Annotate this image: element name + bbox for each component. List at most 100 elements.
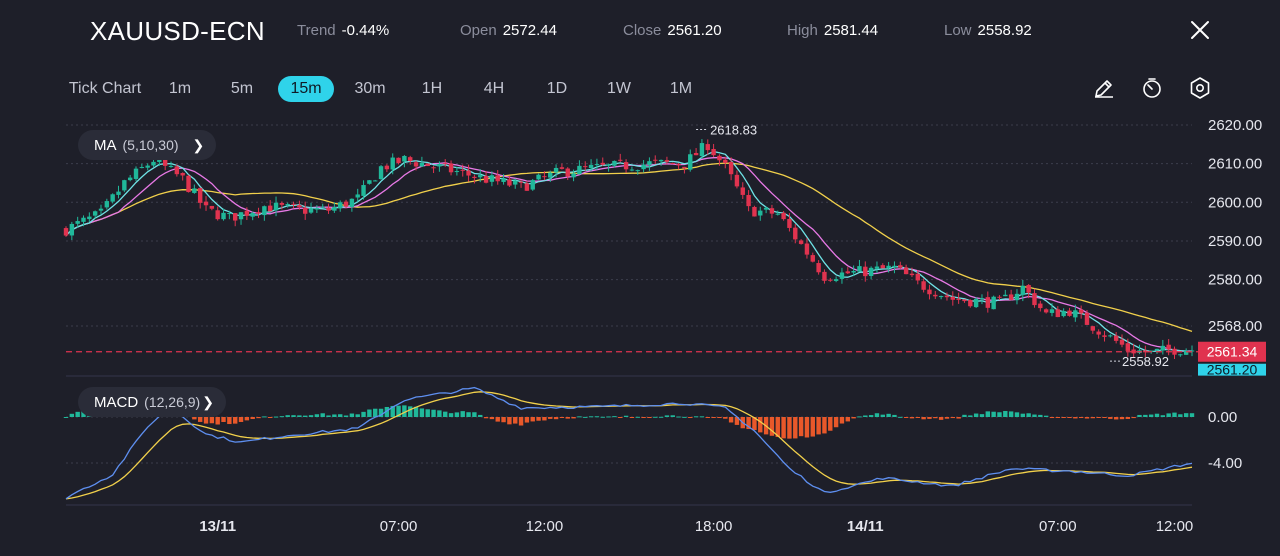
candle-body [98,208,104,211]
macd-histogram-bar [1043,415,1049,417]
macd-histogram-bar [798,417,804,437]
candle-body [367,180,372,184]
macd-histogram-bar [1183,413,1189,417]
candle-body [816,263,821,273]
candle-body [209,205,215,209]
candle-body [828,279,833,281]
tf-1h[interactable]: 1H [421,80,443,97]
macd-histogram-bar [478,414,483,417]
candle-body [682,166,687,169]
candle-body [968,300,973,307]
macd-histogram-bar [851,417,856,419]
candle-body [1113,335,1119,341]
chart-grid [66,124,1192,506]
settings-button[interactable] [1188,76,1212,100]
time-tick-label: 12:00 [1156,518,1194,535]
macd-histogram-bar [577,416,582,418]
macd-histogram-bar [623,415,629,417]
macd-histogram-bar [664,415,670,417]
macd-histogram-bar [1154,413,1160,417]
macd-histogram-bar [653,416,658,418]
macd-histogram-bar [822,417,827,434]
macd-histogram-bar [197,417,203,422]
tf-tick-chart[interactable]: Tick Chart [68,80,142,97]
macd-histogram-bar [1166,413,1171,417]
macd-histogram-bar [734,417,740,425]
macd-histogram-bar [921,417,926,420]
symbol-title: XAUUSD-ECN [90,16,265,46]
chart-header: XAUUSD-ECN Trend -0.44% Open 2572.44 Close… [0,0,1280,62]
candle-body [69,223,75,236]
candle-body [851,270,856,273]
tf-1d[interactable]: 1D [546,80,568,97]
price-tick-label: 2590.00 [1208,233,1262,250]
candle-body [501,178,506,182]
close-icon [1191,21,1209,39]
candle-body [1178,354,1183,356]
macd-histogram-bar [454,412,460,417]
tf-1m-month[interactable]: 1M [669,80,693,97]
macd-histogram-bar [425,409,430,417]
candle-body [314,208,320,210]
tf-1w[interactable]: 1W [607,80,631,97]
macd-histogram-bar [1119,417,1125,420]
candle-body [915,273,920,281]
ma-indicator-pill[interactable]: MA (5,10,30) ❯ [78,130,217,160]
price-tick-label: 2580.00 [1208,272,1262,289]
macd-histogram-bar [583,416,588,418]
macd-histogram-bar [781,417,786,439]
macd-histogram-bar [688,417,693,418]
macd-indicator-pill[interactable]: MACD (12,26,9) ❯ [78,387,226,417]
candle-body [448,163,454,173]
candle-body [1026,285,1031,293]
macd-histogram-bar [256,417,261,419]
candle-body [244,210,250,216]
candle-body [1166,344,1171,350]
candle-body [985,297,991,308]
candle-body [997,296,1002,298]
candle-body [273,202,279,211]
candle-body [1038,303,1043,309]
macd-histogram-bar [1078,417,1084,418]
candle-body [75,221,80,224]
candle-body [308,208,314,213]
draw-tool-button[interactable] [1092,76,1116,100]
candle-body [909,273,915,276]
macd-histogram-bar [378,408,384,417]
tf-1m[interactable]: 1m [168,80,192,97]
candle-body [857,266,862,272]
candle-body [863,266,868,277]
candle-body [647,161,652,165]
macd-histogram-bar [874,413,880,417]
candle-body [203,201,209,206]
candle-body [478,175,483,178]
macd-histogram-bar [723,417,728,419]
price-tick-label: 2600.00 [1208,194,1262,211]
macd-histogram-bar [950,417,955,419]
timer-button[interactable] [1140,76,1164,100]
tf-4h[interactable]: 4H [483,80,505,97]
macd-histogram-bar [536,417,541,421]
bid-price-tag [1198,341,1266,362]
macd-histogram-bar [338,414,343,417]
macd-histogram-bar [495,417,500,422]
macd-histogram-bar [1131,417,1136,419]
macd-histogram-bar [203,417,209,424]
candle-body [927,289,932,295]
macd-histogram-bar [250,417,255,420]
tf-5m[interactable]: 5m [230,80,254,97]
candle-body [1055,309,1061,318]
candle-body [798,240,804,244]
macd-histogram-bar [408,406,413,417]
pencil-icon [1095,80,1113,98]
close-button[interactable] [1188,18,1212,42]
price-tick-label: 2568.00 [1208,318,1262,335]
macd-histogram-bar [1178,414,1183,417]
macd-histogram-bar [1061,417,1066,418]
macd-histogram-bar [938,417,944,420]
tf-15m[interactable]: 15m [278,76,334,102]
macd-histogram-bar [606,416,611,418]
ma30-line [65,162,1193,333]
tf-30m[interactable]: 30m [354,80,386,97]
